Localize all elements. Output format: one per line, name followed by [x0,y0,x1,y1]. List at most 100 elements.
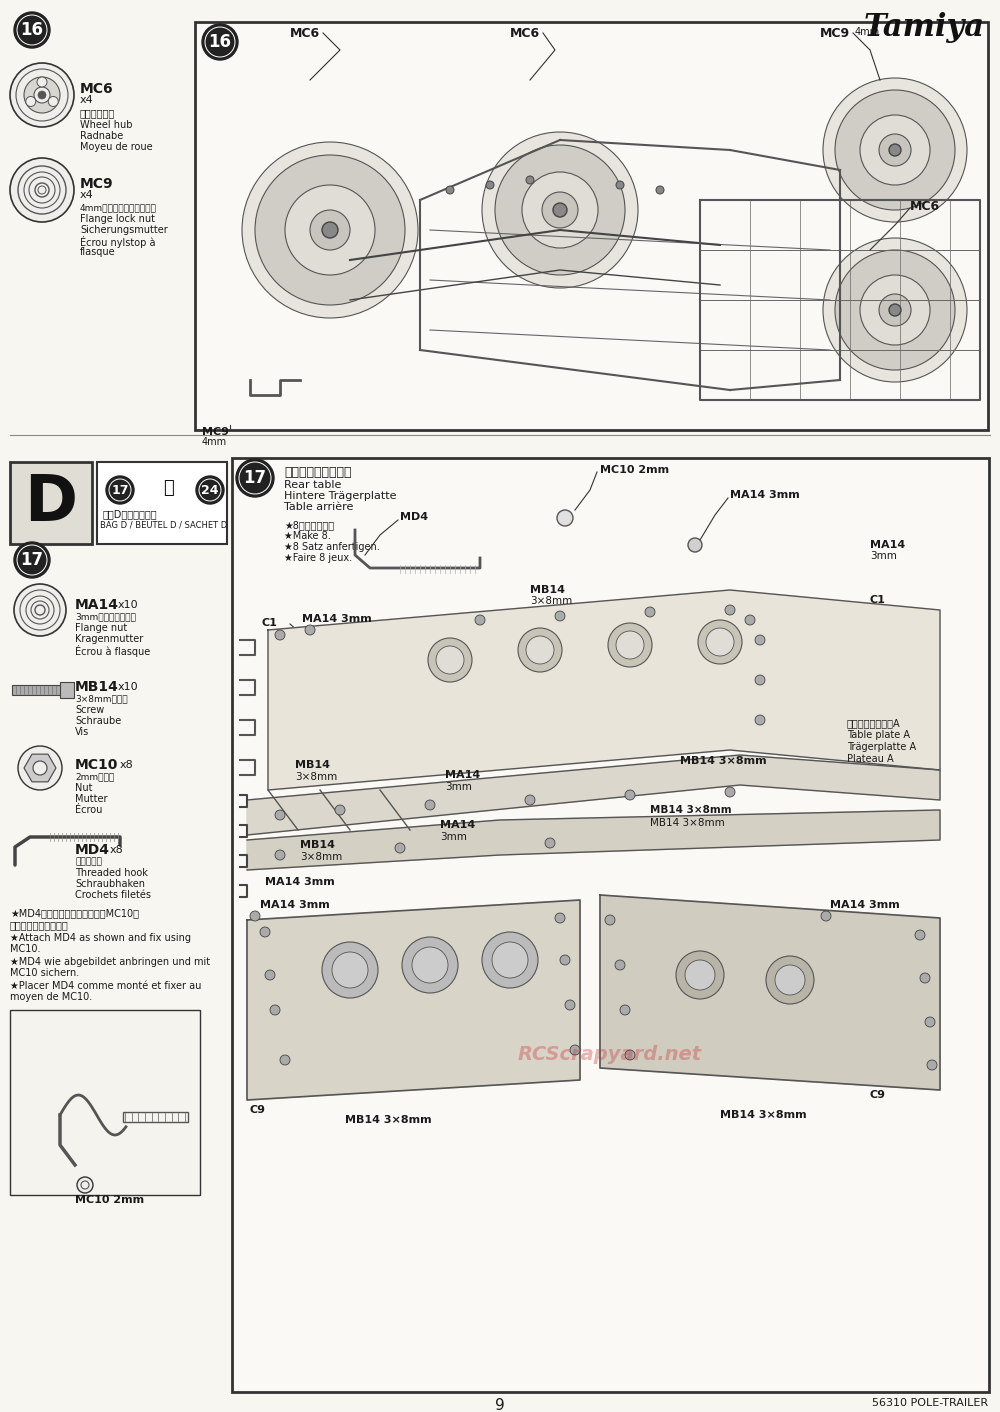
Circle shape [570,1045,580,1055]
Circle shape [616,631,644,659]
Text: Rear table: Rear table [284,480,341,490]
Text: 3×8mm丸ビス: 3×8mm丸ビス [75,695,128,703]
Circle shape [26,96,36,106]
Bar [97,462,227,544]
Text: Radnabe: Radnabe [80,131,123,141]
Circle shape [605,915,615,925]
Bar [123,1113,188,1123]
Bar [195,23,988,431]
Circle shape [395,843,405,853]
Circle shape [676,952,724,1000]
Circle shape [915,931,925,940]
Circle shape [615,960,625,970]
Text: ホイールハブ: ホイールハブ [80,107,115,119]
Circle shape [492,942,528,979]
Circle shape [616,181,624,189]
Circle shape [402,938,458,993]
Circle shape [755,714,765,724]
Text: ～: ～ [163,479,173,497]
Text: ★MD4 wie abgebildet anbringen und mit: ★MD4 wie abgebildet anbringen und mit [10,957,210,967]
Text: MD4: MD4 [400,513,428,522]
Text: D: D [24,472,78,534]
Text: Schraubhaken: Schraubhaken [75,880,145,890]
Text: Sicherungsmutter: Sicherungsmutter [80,225,168,234]
Text: 3×8mm: 3×8mm [295,772,337,782]
Circle shape [821,911,831,921]
Text: 16: 16 [20,21,44,40]
Circle shape [553,203,567,217]
Circle shape [925,1017,935,1027]
Circle shape [425,801,435,810]
Circle shape [860,114,930,185]
Text: Threaded hook: Threaded hook [75,868,148,878]
Text: 16: 16 [208,32,232,51]
Polygon shape [247,810,940,870]
Circle shape [920,973,930,983]
Text: しめてで固定します。: しめてで固定します。 [10,921,69,931]
Circle shape [526,635,554,664]
Text: MA14: MA14 [75,599,119,611]
Text: Screw: Screw [75,705,104,714]
Circle shape [77,1178,93,1193]
Circle shape [688,538,702,552]
Text: MB14: MB14 [75,681,119,695]
Text: 4mm: 4mm [855,27,880,37]
Circle shape [24,78,60,113]
Circle shape [202,24,238,59]
Circle shape [34,88,50,103]
Text: 3mm: 3mm [440,832,467,842]
Circle shape [305,626,315,635]
Text: Écrou nylstop à: Écrou nylstop à [80,236,156,249]
Bar [60,682,74,698]
Circle shape [48,96,58,106]
Text: MB14: MB14 [295,760,330,770]
Text: Écrou à flasque: Écrou à flasque [75,645,150,657]
Text: Écrou: Écrou [75,805,102,815]
Circle shape [255,155,405,305]
Text: C1: C1 [870,594,886,604]
Text: ★8 Satz anfertigen.: ★8 Satz anfertigen. [284,542,380,552]
Circle shape [745,616,755,626]
Circle shape [482,932,538,988]
Circle shape [436,647,464,674]
Text: Mutter: Mutter [75,794,108,803]
Text: 56310 POLE-TRAILER: 56310 POLE-TRAILER [872,1398,988,1408]
Text: MA14 3mm: MA14 3mm [260,899,330,909]
Text: x10: x10 [118,682,139,692]
Text: 9: 9 [495,1398,505,1412]
Text: MA14 3mm: MA14 3mm [730,490,800,500]
Text: MC10.: MC10. [10,945,40,955]
Circle shape [645,607,655,617]
Text: ★Faire 8 jeux.: ★Faire 8 jeux. [284,554,352,563]
Circle shape [685,960,715,990]
Text: 《リヤーテーブル》: 《リヤーテーブル》 [284,466,352,479]
Text: Schraube: Schraube [75,716,121,726]
Circle shape [14,585,66,635]
Text: Trägerplatte A: Trägerplatte A [847,741,916,753]
Text: MB14 3×8mm: MB14 3×8mm [680,755,767,765]
Text: MB14 3×8mm: MB14 3×8mm [650,805,732,815]
Circle shape [242,143,418,318]
Text: 3mmフランジナット: 3mmフランジナット [75,611,136,621]
Circle shape [545,837,555,849]
Bar [232,457,989,1392]
Circle shape [927,1060,937,1070]
Circle shape [565,1000,575,1010]
Text: MA14 3mm: MA14 3mm [830,899,900,909]
Text: MC10 2mm: MC10 2mm [75,1195,145,1204]
Text: C9: C9 [250,1106,266,1115]
Circle shape [823,239,967,383]
Text: Flange lock nut: Flange lock nut [80,215,155,225]
Bar [12,685,68,695]
Circle shape [522,172,598,249]
Text: MA14: MA14 [445,770,480,779]
Circle shape [555,914,565,923]
Text: Vis: Vis [75,727,89,737]
Circle shape [656,186,664,193]
Circle shape [755,635,765,645]
Circle shape [775,964,805,995]
Polygon shape [268,590,940,789]
Circle shape [698,620,742,664]
Circle shape [560,955,570,964]
Circle shape [495,145,625,275]
